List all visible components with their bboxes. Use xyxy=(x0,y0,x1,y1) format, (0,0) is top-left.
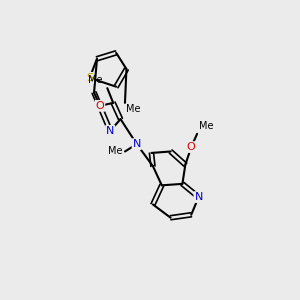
Text: Me: Me xyxy=(107,146,122,157)
Text: Me: Me xyxy=(126,104,141,114)
Text: O: O xyxy=(96,101,104,111)
Text: O: O xyxy=(187,142,196,152)
Text: S: S xyxy=(86,73,93,83)
Text: N: N xyxy=(106,126,114,136)
Text: Me: Me xyxy=(199,121,213,131)
Text: N: N xyxy=(133,139,141,149)
Text: Me: Me xyxy=(88,75,103,85)
Text: N: N xyxy=(194,192,203,202)
